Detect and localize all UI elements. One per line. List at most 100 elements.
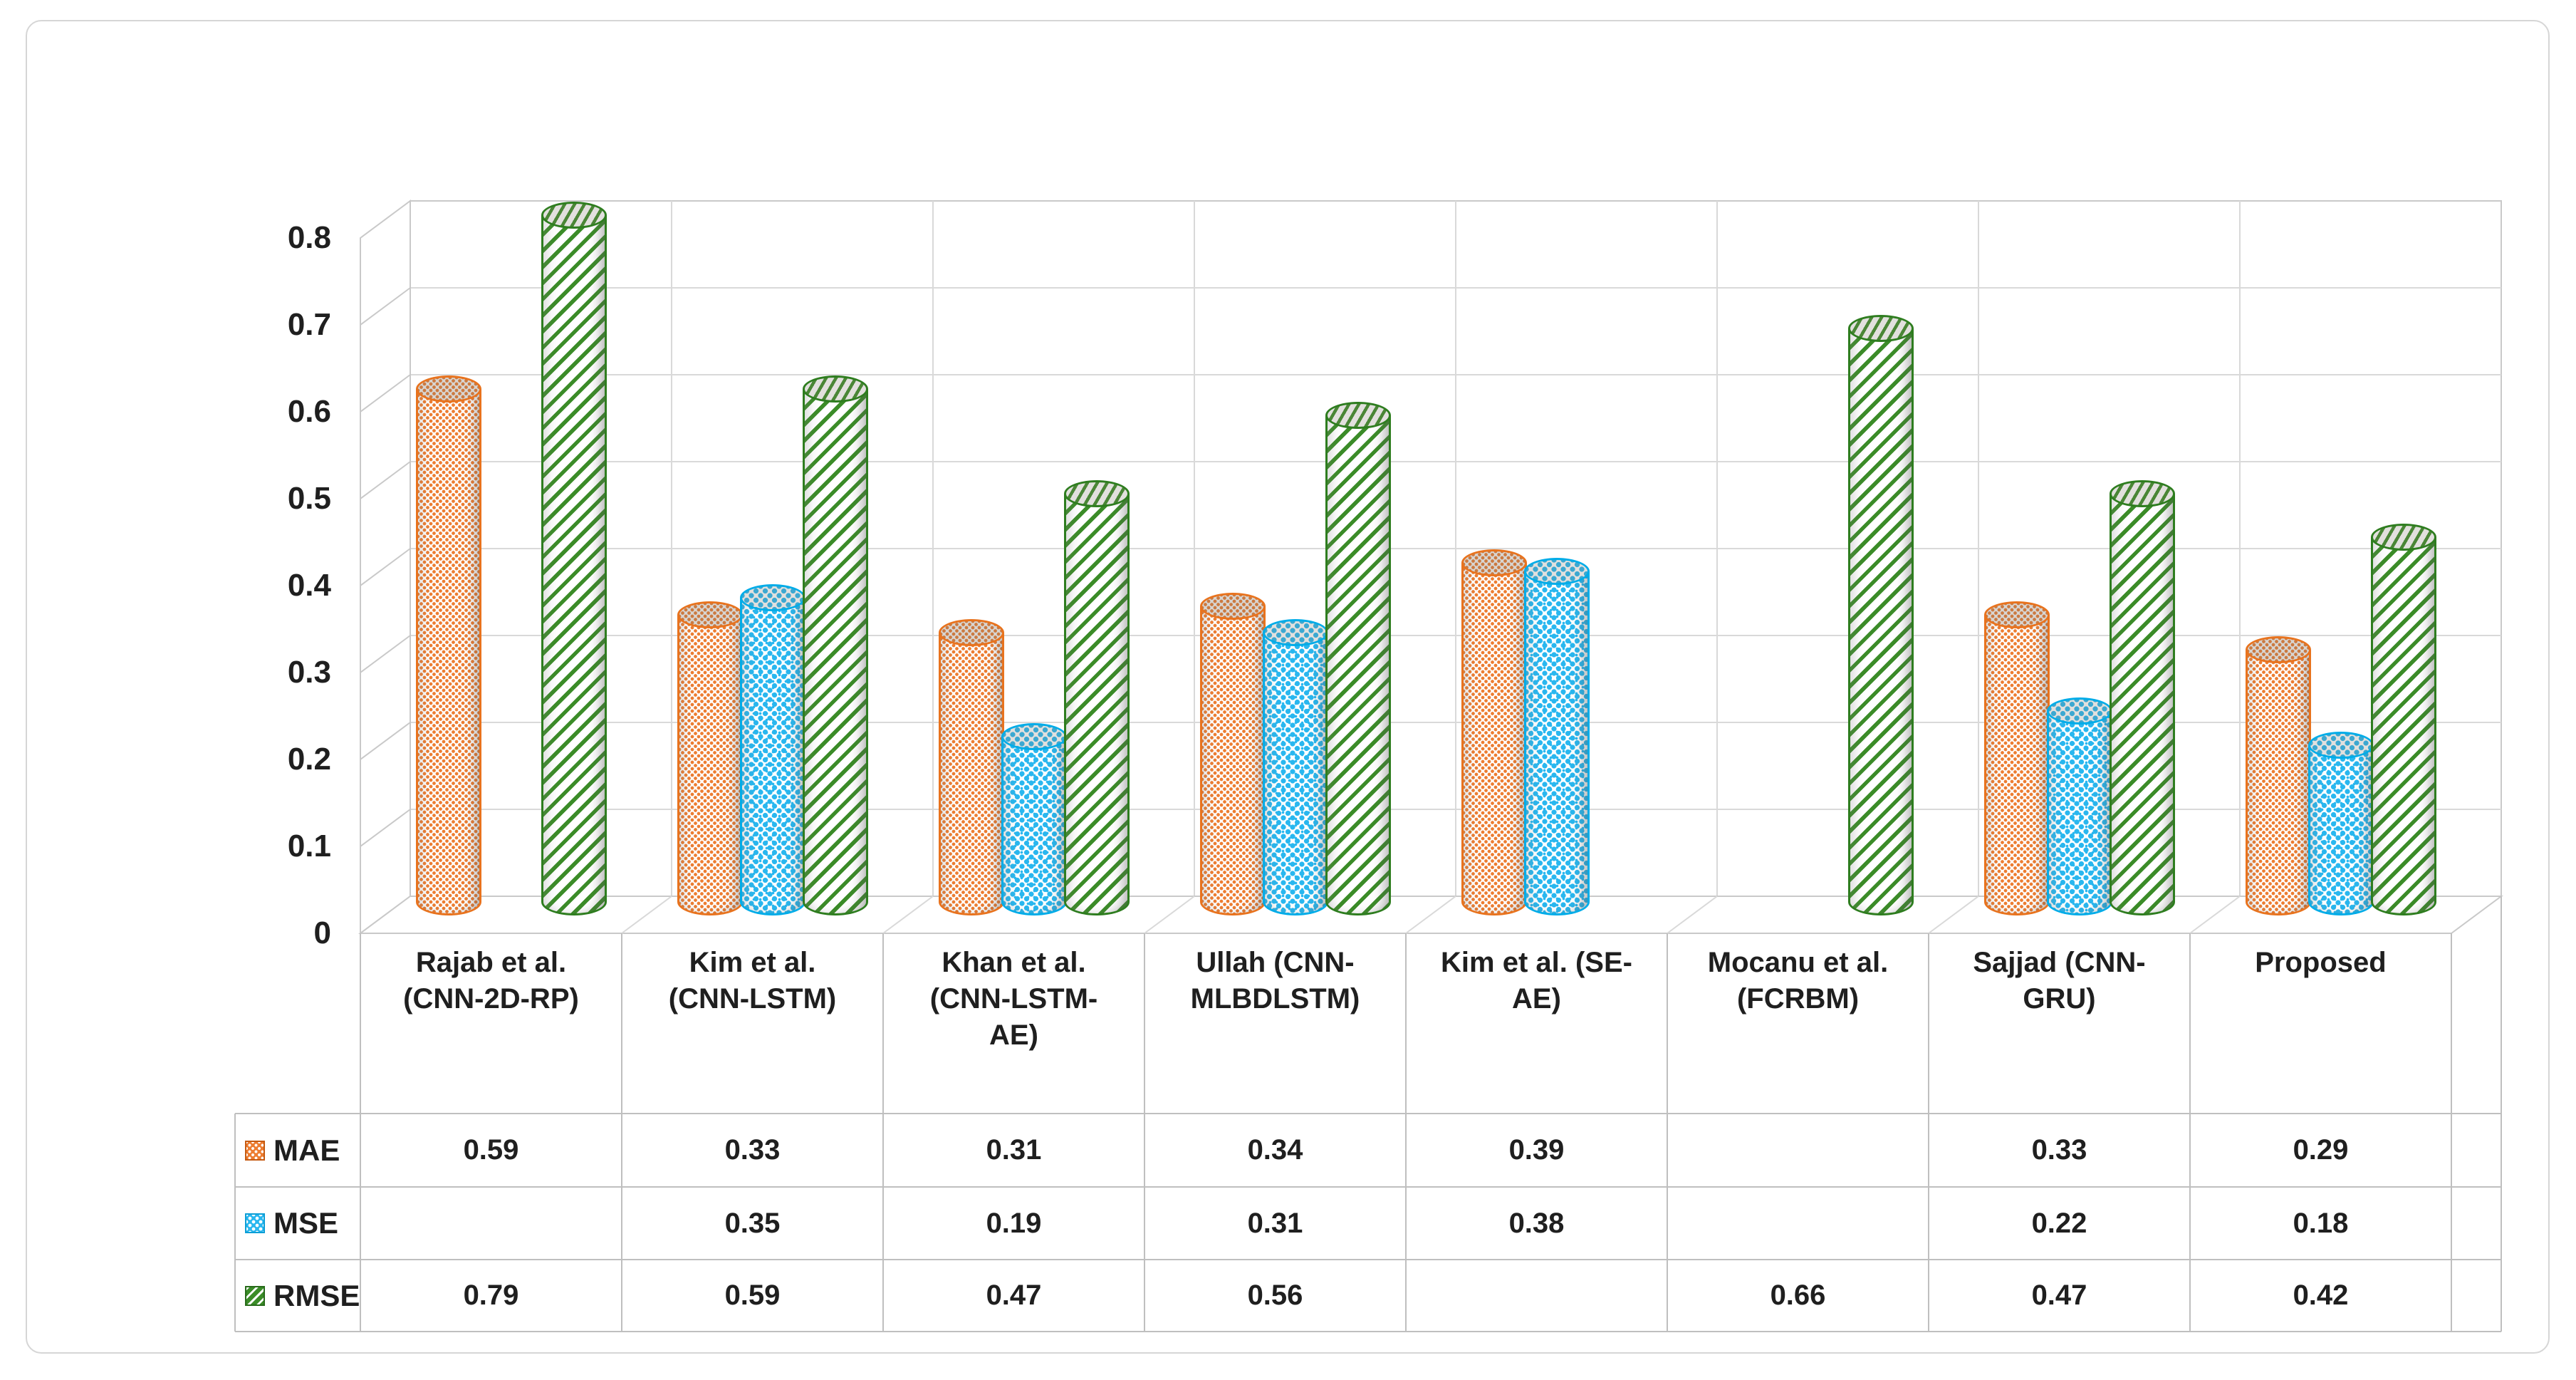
cylinder-body <box>1199 606 1266 915</box>
cylinder-body <box>1325 415 1391 915</box>
category-label-3: Ullah (CNN- MLBDLSTM) <box>1150 945 1400 1017</box>
mse-cylinder-7 <box>2308 732 2374 915</box>
mae-cylinder-1 <box>677 601 743 915</box>
gridline <box>882 896 934 934</box>
cylinder-top-ellipse <box>2046 697 2112 725</box>
category-label-line: Rajab et al. <box>415 947 567 978</box>
cylinder-body <box>1001 737 1067 915</box>
mse-cylinder-2 <box>1001 723 1067 915</box>
cylinder-top-ellipse <box>1325 401 1391 429</box>
category-label-line: (CNN-2D-RP) <box>403 983 579 1015</box>
category-label-line: Mocanu et al. <box>1707 947 1889 978</box>
table-cell-mae-6: 0.33 <box>2031 1134 2087 1166</box>
cylinder-top-ellipse <box>415 375 481 403</box>
gridline <box>360 374 411 413</box>
table-cell-mae-0: 0.59 <box>463 1134 519 1166</box>
y-axis-tick-label: 0.4 <box>287 568 331 603</box>
category-label-line: Proposed <box>2255 947 2387 978</box>
category-label-0: Rajab et al. (CNN-2D-RP) <box>366 945 616 1017</box>
cylinder-top-ellipse <box>1001 723 1067 751</box>
cylinder-body <box>1063 493 1130 915</box>
mse-cylinder-6 <box>2046 697 2112 915</box>
cylinder-top-ellipse <box>1063 479 1130 507</box>
category-label-line: Ullah (CNN- <box>1196 947 1355 978</box>
gridline <box>2189 896 2241 934</box>
gridline <box>360 461 411 499</box>
table-cell-rmse-7: 0.42 <box>2293 1280 2349 1311</box>
table-cell-mse-1: 0.35 <box>724 1208 781 1239</box>
category-label-line: AE) <box>1512 983 1561 1015</box>
series-row-header-mae: MAE <box>235 1114 360 1187</box>
y-axis-tick-label: 0.1 <box>287 829 331 863</box>
y-axis-tick-label: 0.6 <box>287 394 331 429</box>
cylinder-top-ellipse <box>938 618 1004 646</box>
mse-cylinder-1 <box>739 584 805 915</box>
table-cell-mse-7: 0.18 <box>2293 1208 2349 1239</box>
table-cell-mae-7: 0.29 <box>2293 1134 2349 1166</box>
category-label-line: Khan et al. <box>942 947 1086 978</box>
rmse-cylinder-0 <box>541 202 607 915</box>
category-label-5: Mocanu et al. (FCRBM) <box>1673 945 1923 1017</box>
y-axis-tick-label: 0.8 <box>287 220 331 255</box>
table-cell-rmse-3: 0.56 <box>1247 1280 1303 1311</box>
cylinder-body <box>938 632 1004 915</box>
category-label-line: (CNN-LSTM) <box>668 983 837 1015</box>
table-cell-mae-1: 0.33 <box>724 1134 781 1166</box>
mae-cylinder-3 <box>1199 593 1266 915</box>
mse-cylinder-3 <box>1262 618 1328 915</box>
category-label-4: Kim et al. (SE- AE) <box>1412 945 1662 1017</box>
cylinder-body <box>2046 710 2112 915</box>
mse-cylinder-4 <box>1523 558 1590 915</box>
y-axis-tick-label: 0.7 <box>287 307 331 342</box>
cylinder-top-ellipse <box>1461 549 1527 577</box>
table-cell-mse-0 <box>360 1187 622 1260</box>
rmse-cylinder-1 <box>802 375 868 915</box>
cylinder-body <box>1523 571 1590 915</box>
mae-cylinder-7 <box>2245 636 2311 915</box>
cylinder-top-ellipse <box>1262 618 1328 646</box>
cylinder-top-ellipse <box>802 375 868 403</box>
cylinder-top-ellipse <box>2308 732 2374 759</box>
rmse-legend-key-icon <box>245 1285 265 1306</box>
cylinder-body <box>415 389 481 915</box>
cylinder-top-ellipse <box>1847 314 1914 342</box>
series-row-header-rmse: RMSE <box>235 1260 360 1332</box>
cylinder-body <box>1262 632 1328 915</box>
category-label-2: Khan et al. (CNN-LSTM- AE) <box>889 945 1139 1054</box>
category-label-6: Sajjad (CNN- GRU) <box>1934 945 2184 1017</box>
cylinder-body <box>541 215 607 915</box>
gridline <box>621 896 672 934</box>
table-cell-mae-3: 0.34 <box>1247 1134 1303 1166</box>
table-cell-rmse-4 <box>1406 1260 1667 1332</box>
series-row-label: MSE <box>273 1206 339 1240</box>
figure-border <box>26 20 2550 1354</box>
table-cell-mse-6: 0.22 <box>2031 1208 2087 1239</box>
cylinder-body <box>2370 536 2436 915</box>
cylinder-body <box>1461 563 1527 915</box>
cylinder-body <box>1983 615 2050 915</box>
cylinder-body <box>1847 328 1914 915</box>
cylinder-top-ellipse <box>541 202 607 229</box>
cylinder-top-ellipse <box>2370 523 2436 551</box>
cylinder-body <box>802 389 868 915</box>
table-cell-mae-2: 0.31 <box>986 1134 1042 1166</box>
gridline <box>360 548 411 586</box>
table-cell-mse-2: 0.19 <box>986 1208 1042 1239</box>
y-axis-tick-label: 0.2 <box>287 742 331 777</box>
rmse-cylinder-7 <box>2370 523 2436 915</box>
cylinder-body <box>2109 493 2175 915</box>
table-cell-mse-4: 0.38 <box>1508 1208 1565 1239</box>
cylinder-top-ellipse <box>2109 479 2175 507</box>
cylinder-body <box>677 615 743 915</box>
category-label-line: (CNN-LSTM- <box>929 983 1098 1015</box>
table-cell-rmse-6: 0.47 <box>2031 1280 2087 1311</box>
table-cell-rmse-5: 0.66 <box>1770 1280 1826 1311</box>
rmse-cylinder-2 <box>1063 479 1130 915</box>
cylinder-body <box>739 598 805 915</box>
rmse-cylinder-3 <box>1325 401 1391 915</box>
mse-legend-key-icon <box>245 1213 265 1233</box>
mae-cylinder-2 <box>938 618 1004 915</box>
cylinder-body <box>2308 745 2374 915</box>
cylinder-top-ellipse <box>1983 601 2050 629</box>
category-label-line: Kim et al. <box>689 947 816 978</box>
